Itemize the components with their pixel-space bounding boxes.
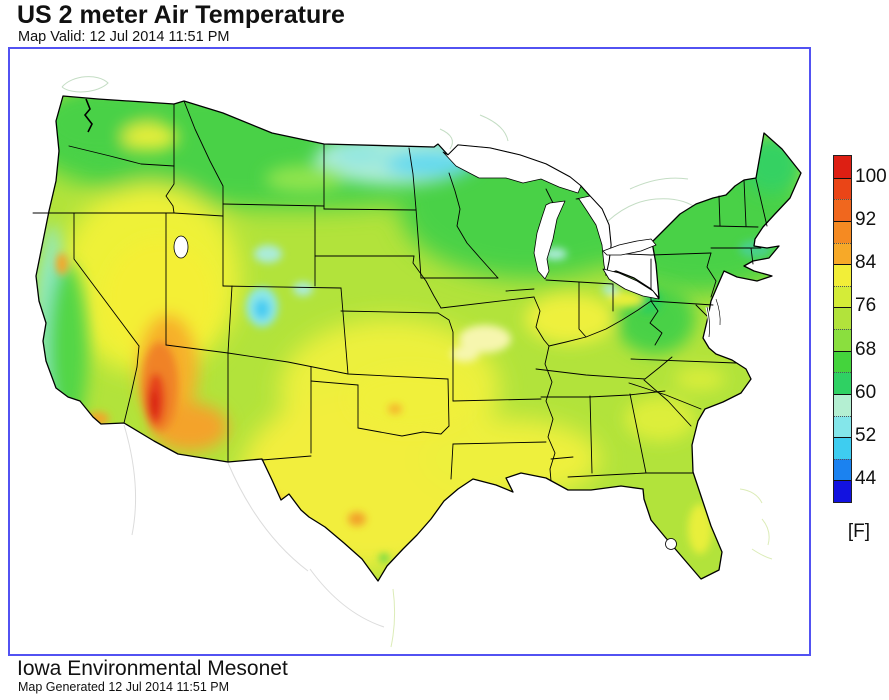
page-title: US 2 meter Air Temperature bbox=[17, 1, 345, 29]
colorbar-tick-label: 76 bbox=[855, 295, 877, 317]
colorbar-segment bbox=[834, 393, 851, 416]
colorbar-segment bbox=[834, 329, 851, 351]
lake-superior bbox=[442, 144, 582, 194]
colorbar-tick-label: 68 bbox=[855, 338, 877, 360]
colorbar: 100 92 84 76 68 60 52 44 [F] bbox=[833, 155, 889, 555]
great-salt-lake bbox=[173, 235, 189, 259]
colorbar-segment bbox=[834, 285, 851, 308]
lake-ontario bbox=[602, 238, 657, 256]
map-valid-subtitle: Map Valid: 12 Jul 2014 11:51 PM bbox=[18, 29, 230, 45]
footer-generated: Map Generated 12 Jul 2014 11:51 PM bbox=[18, 680, 230, 694]
great-lakes bbox=[173, 144, 677, 550]
colorbar-segment bbox=[834, 220, 851, 243]
temperature-field bbox=[36, 96, 801, 581]
colorbar-tick-label: 44 bbox=[855, 468, 877, 490]
state-borders-layer bbox=[32, 100, 768, 482]
colorbar-segment bbox=[834, 177, 851, 200]
colorbar-labels: 100 92 84 76 68 60 52 44 bbox=[855, 155, 889, 501]
colorbar-bar bbox=[833, 155, 852, 503]
colorbar-segment bbox=[834, 264, 851, 286]
puget-sound bbox=[83, 98, 93, 133]
colorbar-segment bbox=[834, 242, 851, 265]
colorbar-tick-label: 100 bbox=[855, 165, 887, 187]
colorbar-segment bbox=[834, 156, 851, 178]
colorbar-segment bbox=[834, 350, 851, 373]
colorbar-segment bbox=[834, 372, 851, 394]
lake-erie bbox=[602, 268, 660, 300]
canada-coastline bbox=[61, 76, 699, 222]
colorbar-tick-label: 84 bbox=[855, 252, 877, 274]
colorbar-segment bbox=[834, 437, 851, 459]
colorbar-segment bbox=[834, 307, 851, 329]
us-temperature-map bbox=[32, 76, 802, 648]
colorbar-segment bbox=[834, 480, 851, 502]
colorbar-tick-label: 60 bbox=[855, 381, 877, 403]
colorbar-segment bbox=[834, 458, 851, 481]
map-frame bbox=[8, 47, 811, 656]
bahamas-coastline bbox=[390, 488, 773, 648]
lake-michigan bbox=[533, 200, 566, 280]
chesapeake-bay bbox=[705, 298, 722, 338]
lake-okeechobee bbox=[665, 538, 677, 550]
colorbar-unit-label: [F] bbox=[847, 521, 871, 542]
colorbar-tick-label: 92 bbox=[855, 208, 877, 230]
lake-huron bbox=[575, 195, 612, 276]
footer-organization: Iowa Environmental Mesonet bbox=[17, 657, 288, 680]
mexico-coastline bbox=[123, 424, 385, 628]
colorbar-segment bbox=[834, 415, 851, 438]
colorbar-tick-label: 52 bbox=[855, 425, 877, 447]
colorbar-segment bbox=[834, 199, 851, 221]
